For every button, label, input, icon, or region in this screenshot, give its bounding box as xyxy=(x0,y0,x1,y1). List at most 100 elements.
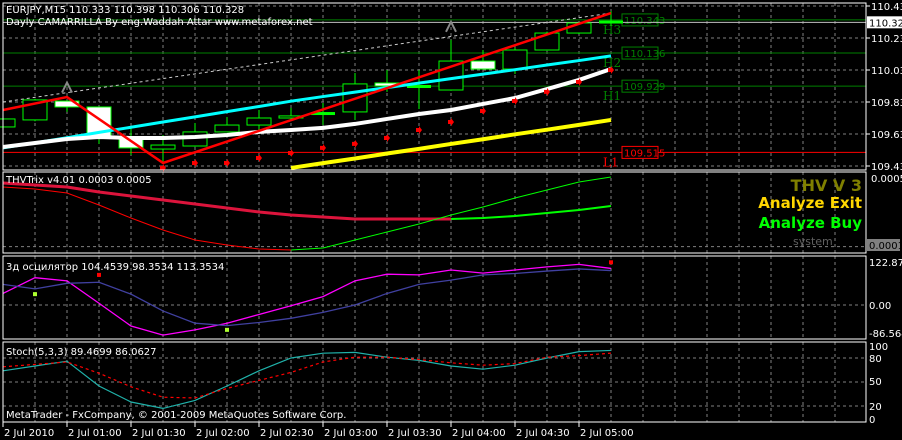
camarilla-header: Dayly CAMARRILLA By eng.Waddah Attar www… xyxy=(6,17,313,28)
time-axis-label: 2 Jul 04:30 xyxy=(516,428,570,439)
thvtrix-header: THVTrix v4.01 0.0003 0.0005 xyxy=(5,175,152,186)
fractal-arrow-icon xyxy=(224,158,230,167)
oscillator-marker xyxy=(97,272,101,277)
candle-doji xyxy=(311,112,335,116)
stoch-axis-label: 80 xyxy=(869,354,882,365)
fractal-arrow-icon xyxy=(576,78,582,86)
pivot-value-l1: 109.515 xyxy=(624,148,665,159)
time-axis-label: 2 Jul 03:00 xyxy=(324,428,378,439)
copyright-text: MetaTrader - FxCompany, © 2001-2009 Meta… xyxy=(6,410,346,421)
time-axis-label: 2 Jul 03:30 xyxy=(388,428,442,439)
fractal-arrow-icon xyxy=(480,106,486,115)
time-axis-label: 2 Jul 02:30 xyxy=(260,428,314,439)
oscillator-marker xyxy=(33,292,37,297)
fractal-arrow-icon xyxy=(384,134,390,142)
oscillator-axis-label: -86.5642 xyxy=(869,329,902,340)
oscillator-line xyxy=(2,268,612,327)
time-axis-label: 2 Jul 02:00 xyxy=(196,428,250,439)
stoch-axis-label: 0 xyxy=(869,415,875,426)
trend-marker-icon xyxy=(445,19,457,33)
price-axis-label: 110.430 xyxy=(871,2,902,13)
stoch-signal-line xyxy=(2,352,612,399)
trix-axis-label: 0.0001 xyxy=(869,241,902,252)
stochastic-pane[interactable] xyxy=(2,349,612,410)
pivot-label-box xyxy=(621,46,659,60)
fractal-arrow-icon xyxy=(512,97,518,106)
candle-bull xyxy=(502,49,528,70)
pivot-name-l1: L1 xyxy=(603,155,619,169)
oscillator-axis-label: 0.00 xyxy=(869,301,891,312)
analyze-buy-label: Analyze Buy xyxy=(759,214,863,232)
pivot-value-h3: 110.343 xyxy=(624,16,665,27)
analyze-exit-label: Analyze Exit xyxy=(758,194,862,212)
white-moving-average xyxy=(2,67,612,149)
oscillator-axis-label: 122.8732 xyxy=(869,258,902,269)
price-axis-label: 110.230 xyxy=(871,34,902,45)
candle-bear xyxy=(470,60,496,70)
trix-axis-label: 0.0005 xyxy=(871,174,902,185)
symbol-header: EURJPY,M15 110.333 110.398 110.306 110.3… xyxy=(6,5,244,16)
stoch-axis-label: 100 xyxy=(869,342,888,353)
pivot-name-h3: H3 xyxy=(603,23,621,37)
candle-bull xyxy=(246,117,272,126)
pivot-label-box xyxy=(621,145,659,159)
fractal-arrow-icon xyxy=(288,149,294,158)
trend-marker-icon xyxy=(61,80,73,94)
trix-line-down xyxy=(2,181,451,221)
candle-bull xyxy=(150,144,176,150)
thv-system-text: system xyxy=(793,235,833,248)
candle-doji xyxy=(407,85,431,88)
trix-line-down xyxy=(2,186,292,251)
candle-bull xyxy=(342,83,368,113)
yellow-moving-average xyxy=(290,117,612,170)
fractal-arrow-icon xyxy=(160,163,166,172)
zigzag-line xyxy=(2,11,612,165)
oscillator-marker xyxy=(225,327,229,332)
stoch-main-line xyxy=(2,349,612,410)
oscillator-marker xyxy=(609,260,613,265)
current-price-badge xyxy=(867,16,902,29)
fractal-arrow-icon xyxy=(608,66,614,74)
price-axis-label: 109.830 xyxy=(871,98,902,109)
time-axis-label: 2 Jul 05:00 xyxy=(580,428,634,439)
pivot-name-h1: H1 xyxy=(603,89,621,103)
pane-border xyxy=(2,255,867,340)
oscillator-header: 3д осцилятор 104.4539 98.3534 113.3534 xyxy=(6,262,224,273)
candle-doji xyxy=(599,20,623,24)
pivot-label-box xyxy=(621,13,659,27)
pane-border xyxy=(2,2,867,171)
stoch-header: Stoch(5,3,3) 89.4699 86.0627 xyxy=(6,347,157,358)
price-axis-label: 110.030 xyxy=(871,66,902,77)
oscillator-pane[interactable] xyxy=(2,260,613,336)
pivot-value-h2: 110.136 xyxy=(624,49,665,60)
fractal-arrow-icon xyxy=(416,126,422,134)
thv-title: THV V 3 xyxy=(791,176,862,195)
fractal-arrow-icon xyxy=(352,139,358,148)
cyan-moving-average xyxy=(2,54,612,150)
price-axis-label: 109.630 xyxy=(871,130,902,141)
thvtrix-pane[interactable] xyxy=(2,176,612,251)
fractal-arrow-icon xyxy=(256,154,262,162)
fractal-arrow-icon xyxy=(448,118,454,126)
time-axis-label: 2 Jul 01:00 xyxy=(68,428,122,439)
pivot-name-h2: H2 xyxy=(603,56,621,70)
candle-bull xyxy=(214,124,240,133)
price-axis-label: 109.430 xyxy=(871,162,902,173)
fractal-arrow-icon xyxy=(544,87,550,96)
pivot-label-box xyxy=(621,79,659,93)
stoch-axis-label: 50 xyxy=(869,377,882,388)
stoch-axis-label: 20 xyxy=(869,402,882,413)
fractal-arrow-icon xyxy=(320,143,326,152)
pane-border xyxy=(2,341,867,423)
pane-border xyxy=(2,171,867,254)
trix-value-badge xyxy=(867,239,900,251)
trend-line xyxy=(2,12,612,103)
time-axis-label: 2 Jul 04:00 xyxy=(452,428,506,439)
trix-line-up xyxy=(450,205,612,220)
oscillator-line xyxy=(2,263,612,336)
time-axis-label: 2 Jul 01:30 xyxy=(132,428,186,439)
trix-line-up xyxy=(290,176,612,251)
